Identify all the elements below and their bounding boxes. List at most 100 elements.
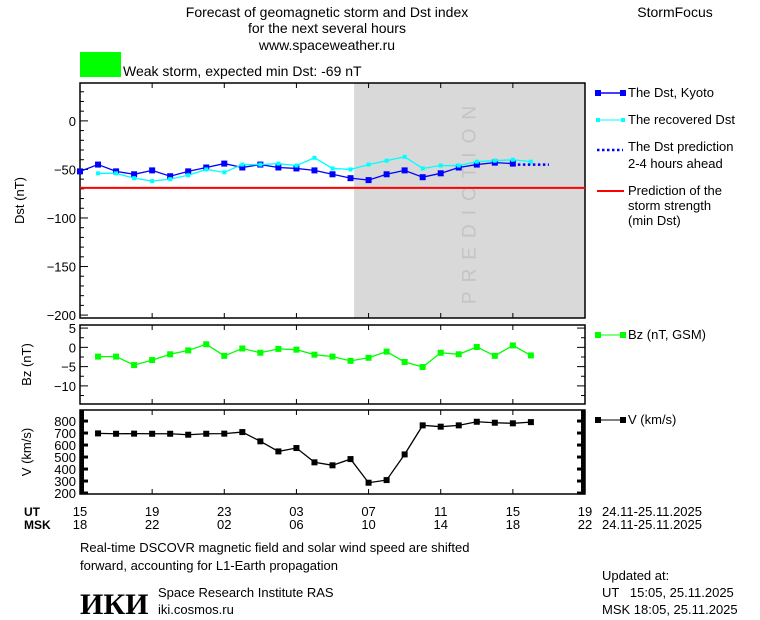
y-tick-label: −10: [54, 379, 76, 394]
ut-axis-label: UT: [24, 505, 41, 519]
data-point: [131, 430, 138, 437]
svg-text:The Dst, Kyoto: The Dst, Kyoto: [628, 85, 714, 100]
institute-url[interactable]: iki.cosmos.ru: [158, 602, 234, 617]
data-point: [167, 351, 174, 358]
data-point: [185, 347, 192, 354]
data-point: [186, 173, 191, 178]
data-point: [329, 171, 336, 178]
msk-tick-label: 22: [578, 517, 592, 532]
ut-tick-label: 19: [578, 504, 592, 519]
data-point: [77, 168, 83, 175]
ut-tick-label: 03: [289, 504, 303, 519]
ut-tick-label: 07: [361, 504, 375, 519]
data-point: [438, 163, 443, 168]
msk-tick-label: 06: [289, 517, 303, 532]
data-point: [528, 159, 533, 164]
svg-text:storm strength: storm strength: [628, 198, 711, 213]
legend-v: V (km/s): [595, 412, 676, 427]
data-point: [311, 167, 318, 174]
data-point: [366, 162, 371, 167]
y-tick-label: 600: [54, 438, 76, 453]
data-point: [275, 345, 282, 352]
data-point: [275, 448, 282, 455]
note-line-1: Real-time DSCOVR magnetic field and sola…: [80, 540, 469, 555]
msk-tick-label: 14: [433, 517, 447, 532]
panel-dst: PREDICTION 0 −50 −100 −150 −200 Dst (nT): [12, 82, 586, 323]
data-point: [168, 177, 173, 182]
data-point: [95, 161, 102, 168]
data-point: [491, 419, 498, 426]
data-point: [509, 342, 516, 349]
series-v-0-line: [98, 421, 531, 484]
data-point: [420, 166, 425, 171]
data-point: [149, 430, 156, 437]
data-point: [276, 161, 281, 166]
data-point: [347, 357, 354, 364]
panel-bz: 5 0 −5 −10 Bz (nT): [19, 321, 586, 405]
ut-tick-label: 15: [506, 504, 520, 519]
data-point: [221, 352, 228, 359]
data-point: [419, 174, 426, 181]
legend: The Dst, Kyoto The recovered Dst The Dst…: [595, 85, 735, 427]
ut-tick-label: 11: [434, 504, 448, 519]
data-point: [239, 164, 246, 171]
note-line-2: forward, accounting for L1-Earth propaga…: [80, 558, 338, 573]
data-point: [383, 477, 390, 484]
data-point: [132, 176, 137, 181]
data-point: [347, 456, 354, 463]
data-point: [527, 419, 534, 426]
data-point: [473, 418, 480, 425]
data-point: [437, 349, 444, 356]
data-point: [95, 430, 102, 437]
prediction-band-label: PREDICTION: [460, 97, 481, 304]
y-tick-label: −100: [47, 211, 76, 226]
ut-tick-label: 15: [73, 504, 87, 519]
msk-tick-label: 22: [145, 517, 159, 532]
y-tick-label: 800: [54, 414, 76, 429]
data-point: [365, 354, 372, 361]
data-point: [203, 430, 210, 437]
institute-name: Space Research Institute RAS: [158, 585, 334, 600]
data-point: [402, 154, 407, 159]
data-point: [221, 430, 228, 437]
y-tick-label: 0: [69, 114, 76, 129]
data-point: [474, 159, 479, 164]
svg-text:V (km/s): V (km/s): [628, 412, 676, 427]
data-point: [330, 166, 335, 171]
data-point: [437, 170, 444, 177]
data-point: [185, 168, 192, 175]
svg-text:The recovered Dst: The recovered Dst: [628, 112, 735, 127]
data-point: [456, 163, 461, 168]
data-point: [167, 430, 174, 437]
data-point: [509, 420, 516, 427]
msk-tick-label: 18: [506, 517, 520, 532]
data-point: [149, 167, 156, 174]
data-point: [365, 479, 372, 486]
y-tick-label: 500: [54, 450, 76, 465]
data-point: [131, 362, 138, 369]
iki-logo: ИКИ: [80, 588, 148, 620]
y-tick-label: 5: [69, 321, 76, 336]
site-link[interactable]: www.spaceweather.ru: [258, 37, 395, 53]
data-point: [473, 161, 480, 168]
svg-text:(min Dst): (min Dst): [628, 213, 681, 228]
data-point: [185, 431, 192, 438]
data-point: [437, 423, 444, 430]
data-point: [365, 177, 372, 184]
data-point: [510, 157, 515, 162]
ut-tick-label: 23: [217, 504, 231, 519]
data-point: [293, 445, 300, 452]
legend-bz: Bz (nT, GSM): [595, 327, 706, 342]
y-axis-label: V (km/s): [19, 428, 34, 476]
data-point: [131, 171, 138, 178]
brand-name: StormFocus: [637, 4, 712, 20]
data-point: [455, 422, 462, 429]
data-point: [239, 345, 246, 352]
svg-text:Prediction of the: Prediction of the: [628, 183, 722, 198]
data-point: [204, 167, 209, 172]
legend-storm-strength: Prediction of the storm strength (min Ds…: [597, 183, 722, 228]
data-point: [383, 348, 390, 355]
date-range-ut: 24.11-25.11.2025: [602, 504, 702, 519]
